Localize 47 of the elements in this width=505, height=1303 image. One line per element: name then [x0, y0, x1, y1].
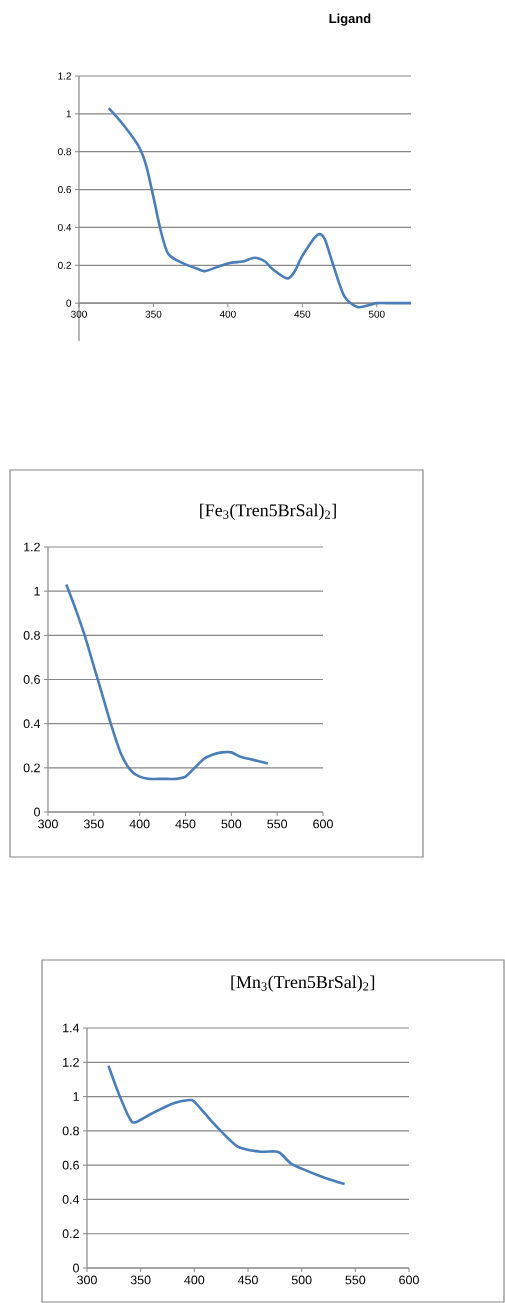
y-tick-label: 0.2: [23, 763, 40, 773]
y-tick-label: 0.8: [62, 1126, 79, 1136]
chart-title: Ligand: [329, 13, 371, 26]
y-tick-label: 1.2: [58, 72, 71, 80]
y-tick-label: 0.2: [58, 261, 71, 269]
x-tick-label: 350: [83, 819, 104, 829]
y-tick-label: 0: [66, 299, 72, 307]
x-tick-label: 350: [130, 1275, 151, 1285]
y-tick-label: 1.2: [63, 1057, 79, 1067]
y-tick-label: 1.4: [63, 1023, 80, 1033]
y-tick-label: 0: [34, 807, 40, 817]
y-tick-label: 0.4: [23, 719, 41, 729]
x-tick-label: 600: [399, 1275, 419, 1285]
x-tick-label: 400: [184, 1275, 205, 1285]
x-tick-label: 550: [345, 1275, 366, 1285]
x-tick-label: 600: [313, 819, 333, 829]
x-tick-label: 550: [267, 819, 288, 829]
y-tick-label: 0.2: [62, 1229, 79, 1239]
x-tick-label: 300: [71, 310, 87, 318]
y-tick-label: 0.4: [62, 1195, 80, 1204]
x-tick-label: 500: [221, 819, 242, 829]
y-tick-label: 0.4: [58, 223, 72, 231]
line-series: [65, 583, 270, 781]
y-tick-label: 1.2: [24, 542, 40, 552]
x-tick-label: 400: [219, 310, 236, 318]
chart-title: [Fe$_{3}$(Tren5BrSal)$_{2}$]: [200, 503, 336, 520]
x-tick-label: 450: [294, 310, 311, 318]
y-tick-label: 0.6: [58, 186, 72, 194]
y-tick-label: 1: [73, 1092, 79, 1101]
line-series: [107, 106, 413, 309]
chart-title: [Mn$_{3}$(Tren5BrSal)$_{2}$]: [231, 975, 375, 992]
x-tick-label: 300: [38, 819, 58, 829]
y-tick-label: 1: [66, 110, 71, 118]
x-tick-label: 500: [291, 1275, 312, 1285]
line-series: [107, 1064, 346, 1186]
x-tick-label: 400: [129, 819, 150, 829]
y-tick-label: 0.6: [23, 675, 40, 684]
y-tick-label: 0.6: [62, 1160, 79, 1170]
y-tick-label: 0.8: [58, 148, 72, 156]
y-tick-label: 0: [73, 1263, 79, 1273]
x-tick-label: 350: [145, 310, 162, 318]
x-tick-label: 500: [368, 310, 385, 318]
x-tick-label: 450: [237, 1275, 258, 1285]
x-tick-label: 300: [77, 1275, 97, 1285]
x-tick-label: 450: [175, 819, 196, 829]
y-tick-label: 0.8: [23, 630, 40, 640]
y-tick-label: 1: [34, 586, 40, 596]
